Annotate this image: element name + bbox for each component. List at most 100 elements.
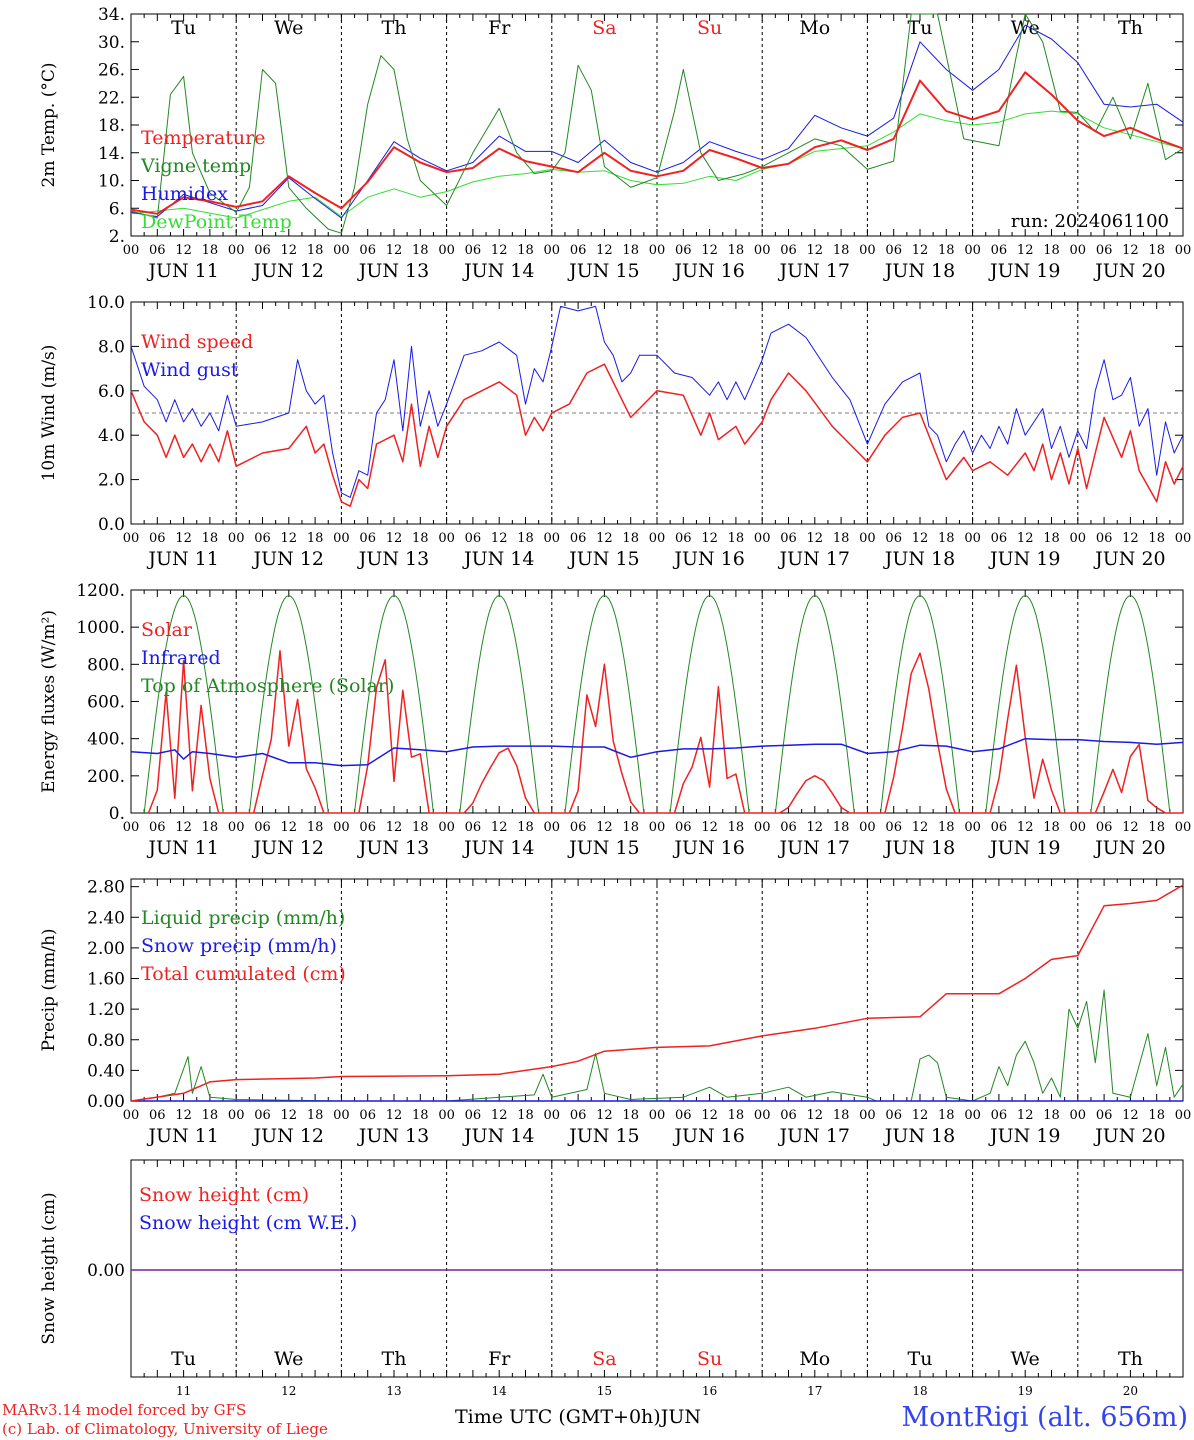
hour-tick-label: 12 (1017, 820, 1034, 835)
y-tick-label: 0.00 (87, 1261, 125, 1281)
date-label: JUN 19 (988, 1125, 1060, 1147)
date-label: JUN 18 (883, 1125, 955, 1147)
date-label: JUN 15 (567, 1125, 639, 1147)
hour-tick-label: 00 (438, 243, 455, 258)
hour-tick-label: 12 (175, 531, 192, 546)
hour-tick-label: 00 (544, 1108, 561, 1123)
hour-tick-label: 12 (596, 531, 613, 546)
y-tick-label: 2.40 (87, 908, 125, 928)
y-tick-label: 600. (87, 693, 125, 713)
series-line-toa-solar (774, 595, 855, 814)
day-name-label: Tu (908, 1348, 933, 1370)
legend-entry: Snow height (cm) (139, 1184, 309, 1206)
hour-tick-label: 00 (1175, 243, 1192, 258)
hour-tick-label: 12 (912, 820, 929, 835)
hour-tick-label: 06 (465, 531, 482, 546)
panel-frame-energy (130, 589, 1184, 814)
hour-tick-label: 12 (1017, 531, 1034, 546)
day-number-label: 20 (1123, 1384, 1138, 1395)
hour-tick-label: 06 (1096, 243, 1113, 258)
y-tick-label: 22. (98, 88, 125, 108)
hour-tick-label: 12 (912, 531, 929, 546)
series-line-wind-gust (130, 305, 1184, 498)
date-label: JUN 13 (357, 1125, 429, 1147)
date-label: JUN 11 (146, 837, 218, 859)
hour-tick-label: 06 (359, 820, 376, 835)
date-label: JUN 16 (672, 837, 744, 859)
series-line-infrared (130, 737, 1184, 767)
hour-tick-label: 06 (780, 820, 797, 835)
date-label: JUN 17 (778, 548, 850, 570)
hour-tick-label: 12 (175, 820, 192, 835)
y-tick-label: 6.0 (98, 382, 125, 402)
hour-tick-label: 06 (991, 531, 1008, 546)
legend-entry: Snow height (cm W.E.) (139, 1212, 357, 1234)
hour-tick-label: 06 (465, 1108, 482, 1123)
series-line-wind-speed (130, 363, 1184, 507)
hour-tick-label: 12 (1122, 820, 1139, 835)
date-label: JUN 15 (567, 837, 639, 859)
hour-tick-label: 06 (149, 1108, 166, 1123)
hour-tick-label: 00 (333, 243, 350, 258)
day-name-label: We (274, 1348, 303, 1370)
hour-tick-label: 12 (701, 531, 718, 546)
date-label: JUN 13 (357, 837, 429, 859)
hour-tick-label: 00 (964, 531, 981, 546)
hour-tick-label: 00 (1175, 1108, 1192, 1123)
hour-tick-label: 06 (780, 531, 797, 546)
hour-tick-label: 12 (807, 243, 824, 258)
hour-tick-label: 18 (1148, 243, 1165, 258)
day-name-label: Sa (592, 1348, 616, 1370)
y-tick-label: 2.00 (87, 939, 125, 959)
hour-tick-label: 12 (1122, 243, 1139, 258)
hour-tick-label: 06 (991, 820, 1008, 835)
day-name-label: Th (1118, 1348, 1143, 1370)
day-number-label: 11 (176, 1384, 191, 1395)
day-name-label: Th (382, 1348, 407, 1370)
hour-tick-label: 00 (228, 531, 245, 546)
model-line: MARv3.14 model forced by GFS (2, 1401, 247, 1419)
date-label: JUN 16 (672, 260, 744, 282)
hour-tick-label: 06 (1096, 1108, 1113, 1123)
hour-tick-label: 18 (517, 243, 534, 258)
hour-tick-label: 00 (754, 1108, 771, 1123)
y-tick-label: 0.80 (87, 1031, 125, 1051)
copyright-line: (c) Lab. of Climatology, University of L… (2, 1420, 328, 1438)
hour-tick-label: 12 (807, 531, 824, 546)
hour-tick-label: 12 (281, 820, 298, 835)
hour-tick-label: 06 (149, 243, 166, 258)
series-line-toa-solar (1090, 595, 1171, 814)
hour-tick-label: 06 (780, 1108, 797, 1123)
hour-tick-label: 06 (1096, 531, 1113, 546)
hour-tick-label: 00 (123, 531, 140, 546)
hour-tick-label: 18 (622, 531, 639, 546)
day-name-label: We (274, 17, 303, 39)
date-label: JUN 17 (778, 260, 850, 282)
hour-tick-label: 00 (964, 243, 981, 258)
hour-tick-label: 18 (622, 820, 639, 835)
date-label: JUN 20 (1093, 548, 1165, 570)
y-tick-label: 200. (87, 767, 125, 787)
day-name-label: Mo (799, 17, 830, 39)
y-tick-label: 10. (98, 172, 125, 192)
date-label: JUN 11 (146, 1125, 218, 1147)
day-name-label: Su (697, 17, 722, 39)
hour-tick-label: 18 (1043, 1108, 1060, 1123)
series-line-toa-solar (459, 595, 540, 814)
hour-tick-label: 12 (386, 531, 403, 546)
hour-tick-label: 00 (859, 820, 876, 835)
series-line-humidex (130, 24, 1184, 219)
y-tick-label: 6. (109, 199, 125, 219)
date-label: JUN 20 (1093, 1125, 1165, 1147)
series-line-dewpoint-temp (130, 110, 1184, 219)
hour-tick-label: 18 (728, 531, 745, 546)
hour-tick-label: 00 (123, 1108, 140, 1123)
hour-tick-label: 18 (412, 820, 429, 835)
day-number-label: 18 (912, 1384, 927, 1395)
hour-tick-label: 12 (807, 820, 824, 835)
hour-tick-label: 06 (465, 820, 482, 835)
hour-tick-label: 18 (728, 243, 745, 258)
day-name-label: Su (697, 1348, 722, 1370)
hour-tick-label: 06 (149, 531, 166, 546)
hour-tick-label: 00 (544, 820, 561, 835)
